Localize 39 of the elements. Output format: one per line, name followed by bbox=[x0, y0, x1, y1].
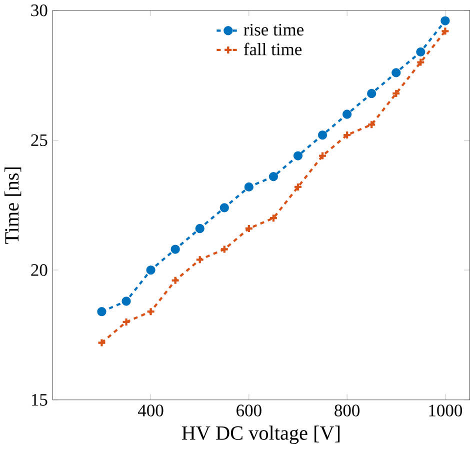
point bbox=[318, 130, 328, 140]
point bbox=[220, 244, 229, 254]
y-tick-label: 30 bbox=[31, 4, 48, 17]
point bbox=[97, 338, 106, 348]
point bbox=[268, 172, 278, 182]
y-tick-label: 15 bbox=[32, 394, 48, 406]
legend-label: fall time bbox=[244, 43, 302, 56]
point bbox=[342, 130, 352, 140]
point bbox=[342, 110, 352, 120]
point bbox=[392, 68, 401, 78]
point bbox=[440, 16, 450, 26]
x-tick-label: 800 bbox=[334, 404, 360, 417]
point bbox=[416, 48, 426, 57]
point bbox=[440, 26, 450, 36]
point bbox=[367, 89, 376, 98]
y-tick-label: 25 bbox=[31, 134, 48, 146]
point bbox=[146, 307, 156, 316]
point bbox=[195, 255, 204, 264]
x-axis-title: HV DC voltage [V] bbox=[182, 426, 340, 444]
y-tick-label: 20 bbox=[31, 264, 48, 276]
point bbox=[318, 151, 328, 161]
point bbox=[170, 244, 180, 254]
point bbox=[416, 58, 426, 68]
point bbox=[195, 224, 204, 234]
x-tick-label: 600 bbox=[236, 404, 262, 417]
point bbox=[367, 120, 376, 130]
point bbox=[244, 224, 254, 234]
point bbox=[122, 296, 131, 306]
point bbox=[293, 182, 303, 192]
x-tick-label: 400 bbox=[138, 404, 164, 417]
point bbox=[293, 151, 303, 161]
point bbox=[268, 214, 278, 223]
x-tick-label: 1000 bbox=[429, 404, 462, 417]
point bbox=[220, 203, 229, 213]
point bbox=[244, 182, 254, 192]
y-axis-title: Time [ns] bbox=[4, 168, 22, 244]
point bbox=[146, 266, 156, 275]
legend-label: rise time bbox=[244, 24, 304, 36]
point bbox=[97, 307, 106, 316]
